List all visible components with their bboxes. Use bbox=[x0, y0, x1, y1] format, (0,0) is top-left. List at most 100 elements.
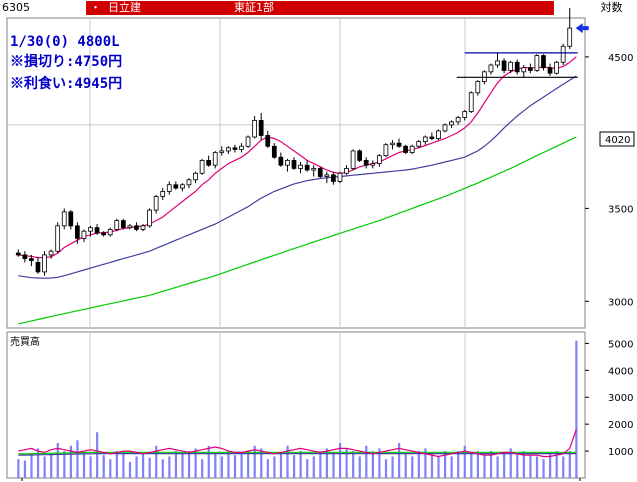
candle-body bbox=[344, 168, 349, 174]
candle-body bbox=[337, 172, 343, 182]
candle-body bbox=[554, 61, 559, 74]
volume-bar bbox=[161, 459, 164, 478]
volume-bar bbox=[148, 457, 151, 478]
volume-bar bbox=[279, 453, 283, 478]
candle-body bbox=[422, 136, 428, 143]
volume-bar bbox=[516, 453, 519, 478]
annotation-takeprofit: ※利食い:4945円 bbox=[10, 75, 122, 92]
candle-body bbox=[370, 163, 376, 166]
price-tick-label: 4500 bbox=[608, 53, 633, 64]
volume-bar bbox=[50, 453, 53, 478]
candle-body bbox=[186, 179, 192, 186]
current-price-box: 4020 bbox=[599, 131, 635, 147]
volume-bar bbox=[535, 456, 539, 478]
volume-bar bbox=[568, 451, 571, 478]
candle-body bbox=[42, 254, 47, 273]
candle-body bbox=[258, 120, 264, 136]
candle-body bbox=[462, 111, 468, 118]
volume-panel: 1000 2000 3000 4000 5000 bbox=[6, 331, 633, 481]
candle-body bbox=[74, 225, 80, 239]
candle-body bbox=[567, 27, 573, 47]
volume-bar bbox=[76, 440, 79, 478]
volume-bar bbox=[411, 456, 414, 478]
volume-bar bbox=[338, 443, 342, 478]
candle-body bbox=[232, 147, 238, 150]
candle-body bbox=[101, 232, 106, 236]
volume-tick-label: 1000 bbox=[608, 447, 633, 458]
volume-bar bbox=[470, 453, 473, 478]
candle-body bbox=[429, 136, 435, 139]
candle-body bbox=[239, 145, 244, 150]
candle-body bbox=[173, 184, 179, 189]
ma-mid-line bbox=[18, 75, 577, 279]
candle-body bbox=[409, 145, 415, 153]
volume-bar bbox=[575, 340, 578, 478]
candle-body bbox=[482, 71, 487, 82]
volume-bar bbox=[476, 451, 480, 478]
volume-bar bbox=[562, 456, 565, 478]
candle-body bbox=[127, 225, 133, 229]
volume-bar bbox=[260, 448, 263, 478]
volume-title: 売買高 bbox=[10, 335, 40, 348]
candle-body bbox=[363, 160, 369, 166]
volume-bar bbox=[17, 459, 20, 478]
price-tick-label: 3000 bbox=[608, 297, 633, 308]
volume-bar bbox=[142, 453, 145, 478]
candle-body bbox=[396, 142, 402, 147]
candle-body bbox=[468, 92, 474, 112]
volume-bar bbox=[371, 451, 374, 478]
volume-bar bbox=[128, 461, 132, 478]
candle-body bbox=[291, 160, 297, 169]
volume-bar bbox=[312, 456, 315, 478]
candle-body bbox=[206, 160, 212, 166]
annotation-entry: 1/30(0) 4800L bbox=[10, 34, 120, 50]
volume-bar bbox=[325, 448, 329, 478]
volume-bar bbox=[233, 455, 237, 478]
bullet-icon: ・ bbox=[90, 1, 101, 14]
candle-body bbox=[147, 209, 152, 227]
candle-body bbox=[390, 142, 395, 146]
candle-body bbox=[317, 168, 323, 177]
candle-body bbox=[383, 144, 389, 157]
volume-bar bbox=[96, 432, 99, 478]
volume-bar bbox=[404, 453, 407, 478]
volume-bar bbox=[253, 445, 256, 478]
volume-bar bbox=[345, 448, 348, 478]
candle-body bbox=[219, 150, 225, 153]
volume-frame bbox=[6, 331, 586, 479]
candle-body bbox=[285, 160, 290, 166]
volume-bar bbox=[273, 456, 276, 478]
volume-bar bbox=[181, 453, 184, 478]
candle-body bbox=[560, 45, 566, 63]
candle-body bbox=[88, 227, 93, 232]
volume-bar bbox=[549, 453, 552, 478]
volume-bar bbox=[63, 451, 66, 478]
candle-body bbox=[140, 225, 146, 230]
scale-toggle[interactable]: 対数 bbox=[586, 1, 637, 15]
candle-body bbox=[311, 168, 317, 171]
volume-bar bbox=[332, 453, 335, 478]
candle-body bbox=[15, 252, 21, 256]
volume-tick-label: 3000 bbox=[608, 393, 633, 404]
volume-bar bbox=[240, 453, 243, 478]
candle-body bbox=[416, 141, 422, 147]
volume-bar bbox=[555, 451, 558, 478]
candle-body bbox=[442, 124, 448, 132]
volume-bar bbox=[503, 453, 506, 478]
volume-bar bbox=[56, 443, 59, 478]
volume-bar bbox=[529, 455, 532, 478]
volume-bar bbox=[509, 448, 512, 478]
volume-bar bbox=[23, 460, 27, 478]
volume-bar bbox=[398, 443, 401, 478]
candle-body bbox=[48, 250, 54, 256]
chart-header: 6305 ・日立建 東証1部 対数 bbox=[0, 0, 637, 16]
volume-bar bbox=[424, 448, 427, 478]
candle-body bbox=[55, 225, 61, 252]
volume-bar bbox=[247, 451, 250, 478]
stock-name-cell[interactable]: ・日立建 bbox=[86, 1, 224, 15]
candle-body bbox=[495, 60, 500, 66]
volume-bar bbox=[69, 445, 72, 478]
volume-bar bbox=[155, 445, 158, 478]
volume-bar bbox=[443, 451, 447, 478]
